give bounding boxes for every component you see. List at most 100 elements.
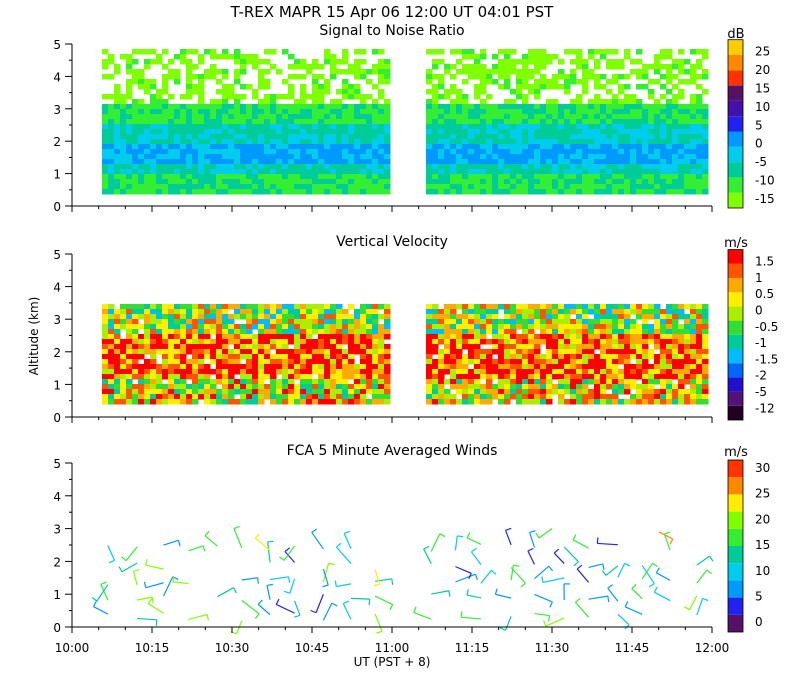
snr-cell [444,159,451,165]
velocity-cell [582,319,589,325]
snr-cell [222,149,229,155]
velocity-cell [318,319,325,325]
snr-cell [228,149,235,155]
snr-cell [114,109,121,115]
velocity-cell [660,309,667,315]
snr-cell [492,109,499,115]
snr-cell [672,109,679,115]
snr-cell [528,169,535,175]
snr-cell [618,179,625,185]
velocity-cell [432,334,439,340]
velocity-cell [144,394,151,400]
velocity-cell [330,309,337,315]
velocity-cell [456,384,463,390]
colorbar-tick-label: -10 [755,174,775,188]
snr-cell [264,144,271,150]
snr-cell [312,84,319,90]
snr-cell [636,174,643,180]
x-tick-label: 10:00 [55,641,90,655]
snr-cell [156,129,163,135]
velocity-cell [504,354,511,360]
wind-barb [470,551,482,565]
velocity-cell [678,349,685,355]
snr-cell [498,159,505,165]
snr-cell [636,114,643,120]
snr-cell [660,114,667,120]
snr-cell [486,124,493,130]
snr-cell [222,174,229,180]
velocity-cell [210,389,217,395]
velocity-cell [126,309,133,315]
snr-cell [570,159,577,165]
snr-cell [240,154,247,160]
snr-cell [564,79,571,85]
snr-cell [156,154,163,160]
velocity-cell [438,324,445,330]
velocity-cell [702,399,709,405]
snr-cell [318,109,325,115]
wind-barb-flag [204,530,210,537]
velocity-cell [198,314,205,320]
velocity-cell [516,359,523,365]
snr-cell [156,164,163,170]
velocity-cell [348,354,355,360]
velocity-cell [360,369,367,375]
velocity-cell [522,344,529,350]
snr-cell [192,124,199,130]
snr-cell [378,134,385,140]
snr-cell [348,64,355,70]
snr-cell [300,184,307,190]
snr-cell [138,149,145,155]
velocity-cell [540,339,547,345]
snr-cell [306,144,313,150]
velocity-cell [174,399,181,405]
velocity-cell [216,304,223,310]
velocity-cell [636,314,643,320]
snr-cell [426,79,433,85]
snr-cell [168,164,175,170]
snr-cell [618,104,625,110]
colorbar-cell [728,528,743,546]
snr-cell [690,144,697,150]
velocity-cell [612,339,619,345]
snr-cell [468,149,475,155]
velocity-cell [264,314,271,320]
snr-cell [240,159,247,165]
snr-cell [192,164,199,170]
snr-cell [666,179,673,185]
snr-cell [600,104,607,110]
velocity-cell [528,314,535,320]
velocity-cell [378,314,385,320]
velocity-cell [174,364,181,370]
snr-cell [168,139,175,145]
snr-cell [354,139,361,145]
velocity-cell [678,359,685,365]
snr-cell [600,174,607,180]
velocity-cell [432,384,439,390]
velocity-cell [240,344,247,350]
snr-cell [180,129,187,135]
snr-cell [480,129,487,135]
velocity-cell [678,354,685,360]
snr-cell [522,109,529,115]
snr-cell [606,189,613,195]
snr-cell [546,109,553,115]
snr-cell [696,64,703,70]
velocity-cell [162,319,169,325]
colorbar-cell [728,192,743,208]
snr-cell [468,179,475,185]
snr-cell [354,64,361,70]
wind-barb-flag [328,562,335,566]
snr-cell [222,114,229,120]
snr-cell [252,124,259,130]
colorbar-cell [728,349,743,364]
snr-cell [330,104,337,110]
velocity-cell [432,389,439,395]
snr-cell [492,114,499,120]
velocity-cell [240,339,247,345]
snr-cell [576,119,583,125]
snr-cell [570,179,577,185]
velocity-cell [618,324,625,330]
snr-cell [228,84,235,90]
velocity-cell [558,369,565,375]
